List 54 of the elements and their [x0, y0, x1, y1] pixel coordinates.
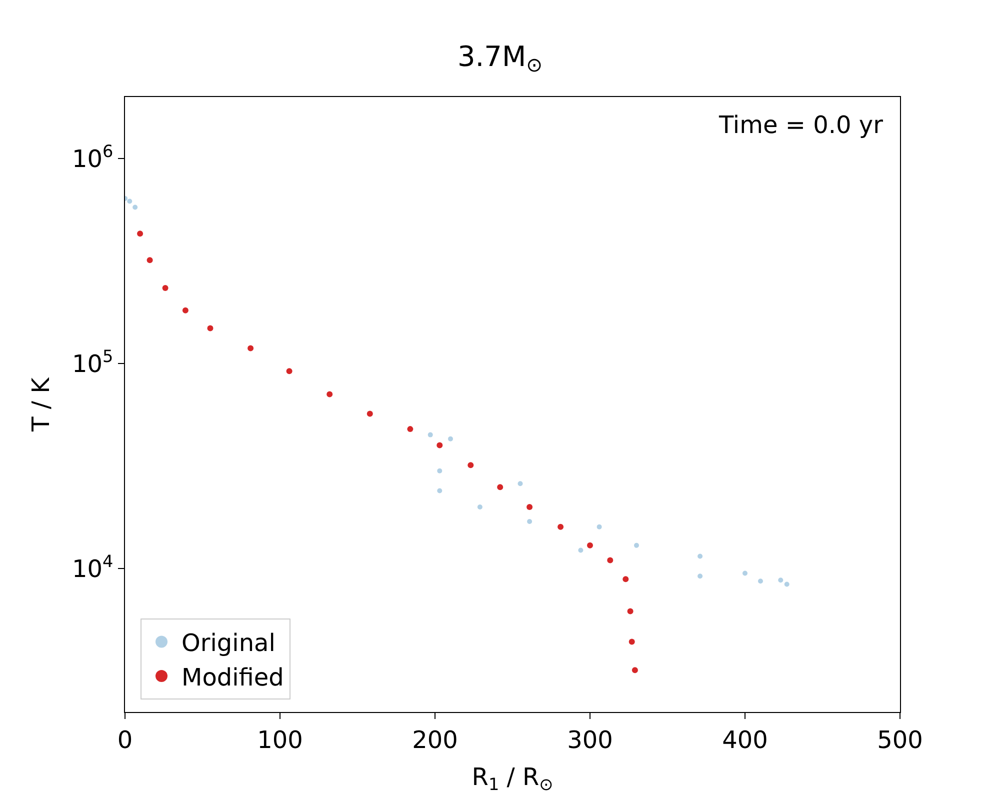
point	[437, 468, 442, 474]
point	[182, 307, 188, 314]
point	[526, 504, 533, 510]
x-tick-label: 200	[412, 726, 458, 754]
y-tick-label: 10$^{6}$	[72, 141, 114, 174]
point	[437, 488, 442, 494]
x-tick-label: 500	[877, 726, 923, 754]
point	[784, 582, 790, 587]
legend-label: Modified	[182, 663, 284, 692]
point	[518, 481, 523, 486]
point	[248, 345, 254, 352]
point	[628, 638, 635, 645]
point	[146, 257, 153, 264]
point	[578, 548, 584, 553]
x-tick-label: 400	[722, 726, 768, 754]
y-axis-title: T / K	[27, 376, 56, 432]
point	[286, 368, 292, 374]
point	[758, 578, 763, 584]
point	[207, 325, 214, 332]
point	[634, 542, 639, 548]
legend-label: Original	[182, 629, 276, 658]
point	[366, 410, 373, 417]
point	[428, 432, 433, 438]
point	[162, 285, 168, 292]
point	[778, 578, 784, 583]
y-tick-label: 10$^{4}$	[72, 551, 114, 584]
point	[127, 198, 132, 204]
point	[742, 570, 748, 576]
x-axis-title: R$_{1}$ / R$_{⊙}$	[472, 763, 554, 794]
point	[632, 667, 638, 674]
point	[622, 576, 629, 582]
point	[607, 557, 614, 564]
point	[587, 542, 593, 548]
x-tick-label: 300	[567, 726, 613, 754]
point	[527, 518, 532, 524]
point	[477, 504, 482, 510]
chart-title: 3.7M$_{⊙}$	[457, 40, 543, 77]
point	[407, 426, 414, 432]
point	[326, 391, 333, 398]
annotation: Time = 0.0 yr	[718, 111, 884, 139]
x-tick-label: 0	[117, 726, 133, 754]
point	[596, 524, 602, 530]
point	[137, 230, 144, 237]
point	[436, 442, 443, 448]
point	[132, 204, 138, 210]
point	[468, 462, 474, 468]
point	[497, 484, 504, 490]
point	[558, 524, 564, 530]
x-tick-label: 100	[257, 726, 303, 754]
y-tick-label: 10$^{5}$	[72, 346, 114, 378]
point	[698, 554, 703, 559]
point	[448, 436, 453, 442]
point	[627, 608, 634, 614]
point	[698, 574, 703, 579]
